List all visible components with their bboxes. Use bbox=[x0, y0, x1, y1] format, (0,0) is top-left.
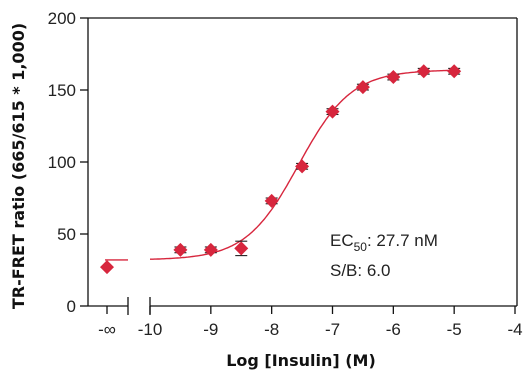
tick-labels: 0 50 100 150 200 -∞ -10 -9 -8 -7 -6 -5 -4 bbox=[48, 9, 523, 339]
axes bbox=[80, 17, 518, 315]
x-tick-label: -5 bbox=[447, 320, 462, 339]
fit-curve-group bbox=[105, 69, 453, 261]
y-tick-label: 50 bbox=[57, 225, 76, 244]
x-axis-title: Log [Insulin] (M) bbox=[226, 351, 376, 370]
data-point bbox=[173, 242, 188, 257]
y-tick-label: 200 bbox=[48, 9, 76, 28]
data-point bbox=[295, 159, 310, 174]
x-tick-label: -7 bbox=[325, 320, 340, 339]
data-point bbox=[355, 80, 370, 95]
data-point bbox=[234, 241, 249, 256]
sb-annotation: S/B: 6.0 bbox=[330, 261, 390, 280]
y-tick-label: 150 bbox=[48, 81, 76, 100]
ec50-subscript: 50 bbox=[354, 240, 368, 254]
data-point bbox=[447, 64, 462, 79]
ec50-prefix: EC bbox=[330, 231, 354, 250]
x-tick-label: -10 bbox=[138, 320, 163, 339]
data-point bbox=[203, 242, 218, 257]
data-point bbox=[416, 64, 431, 79]
data-point bbox=[325, 104, 340, 119]
data-points bbox=[100, 64, 462, 275]
x-tick-label: -6 bbox=[386, 320, 401, 339]
ec50-value: : 27.7 nM bbox=[367, 231, 438, 250]
y-tick-label: 100 bbox=[48, 153, 76, 172]
data-point bbox=[386, 70, 401, 85]
fit-curve bbox=[150, 69, 453, 260]
y-tick-label: 0 bbox=[67, 297, 76, 316]
x-tick-label: -8 bbox=[264, 320, 279, 339]
ec50-annotation: EC50: 27.7 nM bbox=[330, 231, 438, 254]
y-axis-title: TR-FRET ratio (665/615 * 1,000) bbox=[9, 23, 28, 309]
data-point bbox=[100, 260, 114, 275]
x-tick-label: -4 bbox=[507, 320, 522, 339]
data-point bbox=[264, 193, 279, 208]
x-tick-label: -9 bbox=[203, 320, 218, 339]
x-tick-label: -∞ bbox=[98, 320, 116, 339]
